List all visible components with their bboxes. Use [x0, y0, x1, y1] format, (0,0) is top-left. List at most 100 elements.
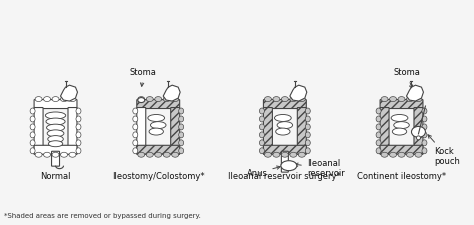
FancyBboxPatch shape [137, 100, 180, 108]
Text: *Shaded areas are removed or bypassed during surgery.: *Shaded areas are removed or bypassed du… [4, 213, 201, 219]
Text: Ileoanal reservoir surgery*: Ileoanal reservoir surgery* [228, 172, 341, 181]
Ellipse shape [305, 140, 310, 146]
Ellipse shape [273, 152, 280, 157]
Ellipse shape [259, 108, 264, 114]
Ellipse shape [259, 124, 264, 130]
Ellipse shape [415, 152, 422, 157]
Ellipse shape [376, 116, 381, 122]
Text: Stoma: Stoma [130, 68, 157, 86]
Ellipse shape [422, 140, 427, 146]
Ellipse shape [407, 97, 413, 101]
Ellipse shape [290, 97, 297, 101]
Polygon shape [407, 85, 423, 101]
Ellipse shape [282, 97, 288, 101]
Ellipse shape [392, 128, 407, 135]
Ellipse shape [172, 97, 179, 101]
FancyBboxPatch shape [414, 108, 423, 154]
FancyBboxPatch shape [264, 145, 306, 154]
Ellipse shape [394, 122, 409, 129]
Ellipse shape [305, 148, 310, 154]
FancyBboxPatch shape [282, 151, 288, 172]
Text: Stoma: Stoma [393, 68, 420, 88]
Ellipse shape [290, 152, 297, 157]
Text: Kock
pouch: Kock pouch [428, 135, 460, 166]
Ellipse shape [259, 148, 264, 154]
Ellipse shape [422, 132, 427, 138]
Ellipse shape [381, 152, 388, 157]
Ellipse shape [76, 148, 81, 154]
Ellipse shape [52, 97, 59, 101]
Ellipse shape [133, 116, 138, 122]
FancyBboxPatch shape [52, 151, 60, 166]
Text: Ileoanal
reservoir: Ileoanal reservoir [295, 159, 345, 178]
FancyBboxPatch shape [34, 100, 77, 108]
Ellipse shape [44, 97, 51, 101]
Ellipse shape [282, 152, 288, 157]
Ellipse shape [179, 148, 183, 154]
Ellipse shape [305, 116, 310, 122]
Ellipse shape [376, 124, 381, 130]
Ellipse shape [415, 97, 422, 101]
Ellipse shape [417, 136, 420, 140]
Ellipse shape [398, 152, 405, 157]
Text: Normal: Normal [40, 172, 71, 181]
Ellipse shape [163, 97, 170, 101]
Ellipse shape [411, 126, 426, 137]
Ellipse shape [30, 132, 35, 138]
Ellipse shape [277, 122, 292, 129]
Ellipse shape [150, 122, 166, 129]
Ellipse shape [30, 140, 35, 146]
Ellipse shape [305, 124, 310, 130]
Ellipse shape [259, 132, 264, 138]
Ellipse shape [146, 97, 153, 101]
Ellipse shape [264, 97, 272, 101]
Ellipse shape [259, 140, 264, 146]
Ellipse shape [298, 152, 305, 157]
Ellipse shape [30, 116, 35, 122]
Ellipse shape [138, 97, 145, 101]
Ellipse shape [76, 132, 81, 138]
Ellipse shape [149, 128, 164, 135]
Ellipse shape [422, 116, 427, 122]
FancyBboxPatch shape [171, 108, 180, 154]
Ellipse shape [138, 152, 145, 157]
Ellipse shape [276, 128, 290, 135]
Ellipse shape [76, 116, 81, 122]
Ellipse shape [76, 108, 81, 114]
Ellipse shape [264, 152, 272, 157]
Ellipse shape [30, 124, 35, 130]
Ellipse shape [179, 140, 183, 146]
Ellipse shape [381, 97, 388, 101]
Ellipse shape [61, 152, 67, 157]
Ellipse shape [52, 152, 59, 157]
Ellipse shape [35, 97, 42, 101]
Ellipse shape [179, 124, 183, 130]
Ellipse shape [281, 161, 297, 171]
Ellipse shape [46, 112, 66, 119]
FancyBboxPatch shape [380, 145, 423, 154]
Ellipse shape [138, 98, 145, 103]
Ellipse shape [172, 152, 179, 157]
Ellipse shape [376, 140, 381, 146]
Ellipse shape [376, 132, 381, 138]
Ellipse shape [407, 152, 413, 157]
Ellipse shape [259, 116, 264, 122]
Ellipse shape [133, 124, 138, 130]
Ellipse shape [390, 97, 397, 101]
Ellipse shape [47, 130, 64, 137]
Ellipse shape [376, 108, 381, 114]
Ellipse shape [305, 108, 310, 114]
Ellipse shape [133, 132, 138, 138]
Ellipse shape [148, 115, 164, 122]
FancyBboxPatch shape [264, 108, 273, 154]
Ellipse shape [146, 152, 153, 157]
Ellipse shape [44, 152, 51, 157]
Ellipse shape [46, 124, 64, 131]
Ellipse shape [391, 115, 408, 122]
Ellipse shape [179, 108, 183, 114]
Ellipse shape [133, 140, 138, 146]
Polygon shape [61, 85, 77, 101]
Ellipse shape [273, 97, 280, 101]
Polygon shape [290, 85, 307, 101]
FancyBboxPatch shape [380, 100, 423, 108]
